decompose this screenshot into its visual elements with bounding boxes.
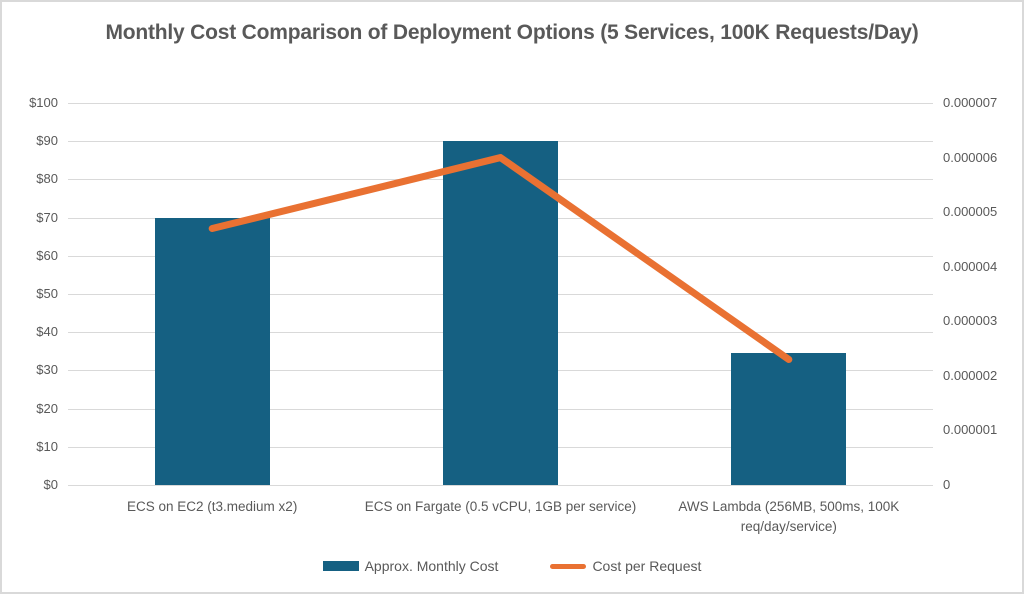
chart-title: Monthly Cost Comparison of Deployment Op… (105, 21, 919, 44)
legend-label-monthly-cost: Approx. Monthly Cost (364, 558, 499, 574)
bar-swatch-icon (322, 561, 359, 571)
right-axis-tick-label: 0.000005 (943, 204, 998, 220)
right-axis-tick-label: 0.000004 (943, 258, 998, 274)
left-axis-tick-label: $80 (36, 171, 58, 187)
legend-item-cost-per-request: Cost per Request (550, 558, 701, 574)
right-axis-tick-label: 0 (943, 477, 951, 492)
legend-label-cost-per-request: Cost per Request (592, 558, 702, 574)
left-axis-tick-label: $10 (36, 438, 58, 454)
left-axis-tick-label: $100 (29, 95, 58, 110)
left-axis-tick-label: $60 (36, 247, 58, 263)
left-axis-tick-label: $90 (36, 133, 58, 149)
legend-item-monthly-cost: Approx. Monthly Cost (322, 558, 499, 574)
left-axis-tick-label: $40 (36, 324, 58, 340)
left-axis-tick-label: $30 (36, 362, 58, 378)
right-axis-tick-label: 0.000002 (943, 367, 998, 383)
gridline (68, 485, 933, 486)
left-axis-tick-label: $0 (43, 477, 58, 492)
gridline (68, 103, 933, 104)
left-axis-tick-label: $50 (36, 286, 58, 301)
left-axis-tick-label: $20 (36, 400, 58, 416)
line-swatch-icon (550, 563, 587, 569)
right-axis-tick-label: 0.000007 (943, 95, 998, 110)
right-axis-tick-label: 0.000006 (943, 149, 998, 165)
left-axis-tick-label: $70 (36, 209, 58, 225)
bar-monthly-cost (731, 352, 847, 485)
category-label: AWS Lambda (256MB, 500ms, 100K req/day/s… (678, 499, 900, 535)
category-label: ECS on Fargate (0.5 vCPU, 1GB per servic… (364, 499, 637, 514)
category-label: ECS on EC2 (t3.medium x2) (127, 499, 298, 514)
right-axis-tick-label: 0.000001 (943, 422, 998, 438)
legend: Approx. Monthly Cost Cost per Request (2, 553, 1022, 579)
right-axis-tick-label: 0.000003 (943, 313, 998, 329)
